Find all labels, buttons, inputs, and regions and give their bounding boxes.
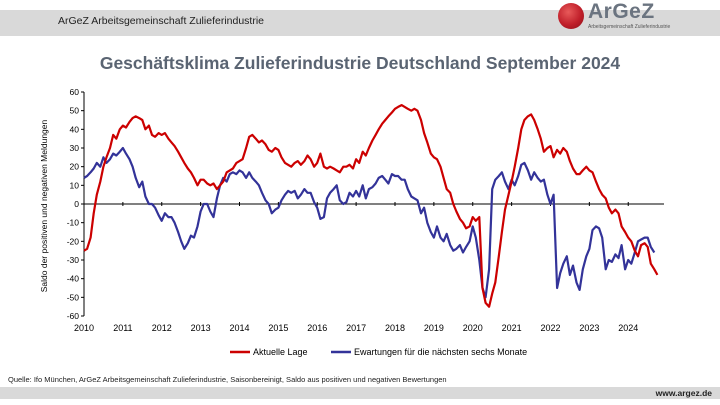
chart-title: Geschäftsklima Zulieferindustrie Deutsch… [99,53,621,73]
org-name: ArGeZ Arbeitsgemeinschaft Zulieferindust… [58,15,265,27]
series-line-lage [83,104,659,308]
legend-label-lage: Aktuelle Lage [253,347,308,357]
y-axis-label: Saldo der positiven und negativen Meldun… [39,119,49,292]
y-tick-label: 40 [70,124,80,134]
x-tick-label: 2010 [74,323,94,333]
argez-logo-icon [558,3,584,29]
header-bar: ArGeZ Arbeitsgemeinschaft Zulieferindust… [0,10,720,36]
x-tick-label: 2019 [424,323,444,333]
argez-logo: ArGeZ Arbeitsgemeinschaft Zulieferindust… [558,0,678,36]
footer-bar: www.argez.de [0,387,720,399]
y-tick-label: 50 [70,106,80,116]
x-tick-label: 2024 [618,323,638,333]
y-tick-label: 30 [70,143,80,153]
x-tick-label: 2014 [229,323,249,333]
y-tick-label: -60 [67,311,80,321]
y-tick-label: 10 [70,180,80,190]
x-tick-label: 2011 [113,323,132,333]
x-tick-label: 2016 [307,323,327,333]
y-tick-label: -20 [67,236,80,246]
x-tick-label: 2018 [385,323,405,333]
y-tick-label: -40 [67,274,80,284]
y-tick-label: 20 [70,162,80,172]
series-lines [83,104,659,308]
x-tick-label: 2012 [152,323,172,333]
x-tick-label: 2021 [502,323,522,333]
y-tick-label: -30 [67,255,80,265]
legend-label-erwartungen: Ewartungen für die nächsten sechs Monate [354,347,527,357]
x-tick-label: 2017 [346,323,366,333]
x-tick-label: 2013 [191,323,211,333]
y-tick-label: 60 [70,87,80,97]
logo-subtitle: Arbeitsgemeinschaft Zulieferindustrie [588,24,671,30]
legend: Aktuelle Lage Ewartungen für die nächste… [230,347,527,357]
x-tick-label: 2020 [463,323,483,333]
series-line-erwartungen [83,146,656,299]
y-tick-label: -10 [67,218,80,228]
y-tick-label: 0 [74,199,79,209]
x-tick-label: 2023 [579,323,599,333]
axes: -60 -50 -40 -30 -20 -10 0 10 20 30 40 50 60 2010 2011 2… [67,87,664,333]
logo-word: ArGeZ [588,0,655,23]
source-note: Quelle: Ifo München, ArGeZ Arbeitsgemein… [8,375,447,384]
x-tick-label: 2015 [268,323,288,333]
y-tick-label: -50 [67,292,80,302]
footer-url: www.argez.de [655,388,712,398]
x-tick-label: 2022 [540,323,560,333]
